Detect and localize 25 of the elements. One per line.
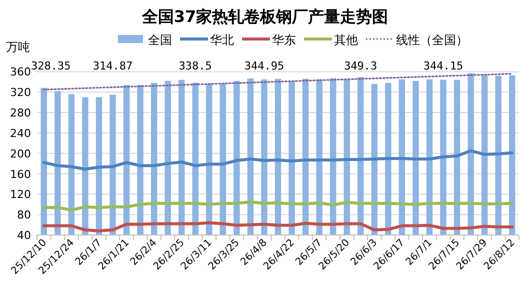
y-axis-title: 万吨 [6,40,30,54]
y-tick-label: 320 [10,86,31,100]
y-tick-label: 120 [10,188,31,202]
data-label: 338.5 [178,60,212,73]
line-series [42,200,514,212]
legend-label: 华东 [272,33,296,47]
y-tick-label: 360 [10,66,31,79]
y-tick-label: 80 [17,208,31,222]
line-series [42,149,514,171]
legend-label: 全国 [148,33,172,47]
data-label: 344.95 [244,60,284,73]
y-tick-label: 40 [17,229,31,242]
data-label: 328.35 [31,60,71,73]
chart-title: 全国37家热轧卷板钢厂产量走势图 [140,7,388,26]
data-label: 314.87 [92,60,133,73]
y-tick-label: 200 [10,147,31,160]
legend-label: 其他 [334,33,358,47]
y-tick-label: 160 [10,168,31,181]
legend-label: 线性（全国） [396,33,468,47]
data-label: 349.3 [344,60,378,73]
line-series [42,221,514,232]
legend-label: 华北 [210,33,234,47]
y-tick-label: 240 [10,126,31,140]
y-tick-label: 280 [10,106,31,120]
data-label: 344.15 [423,60,464,73]
